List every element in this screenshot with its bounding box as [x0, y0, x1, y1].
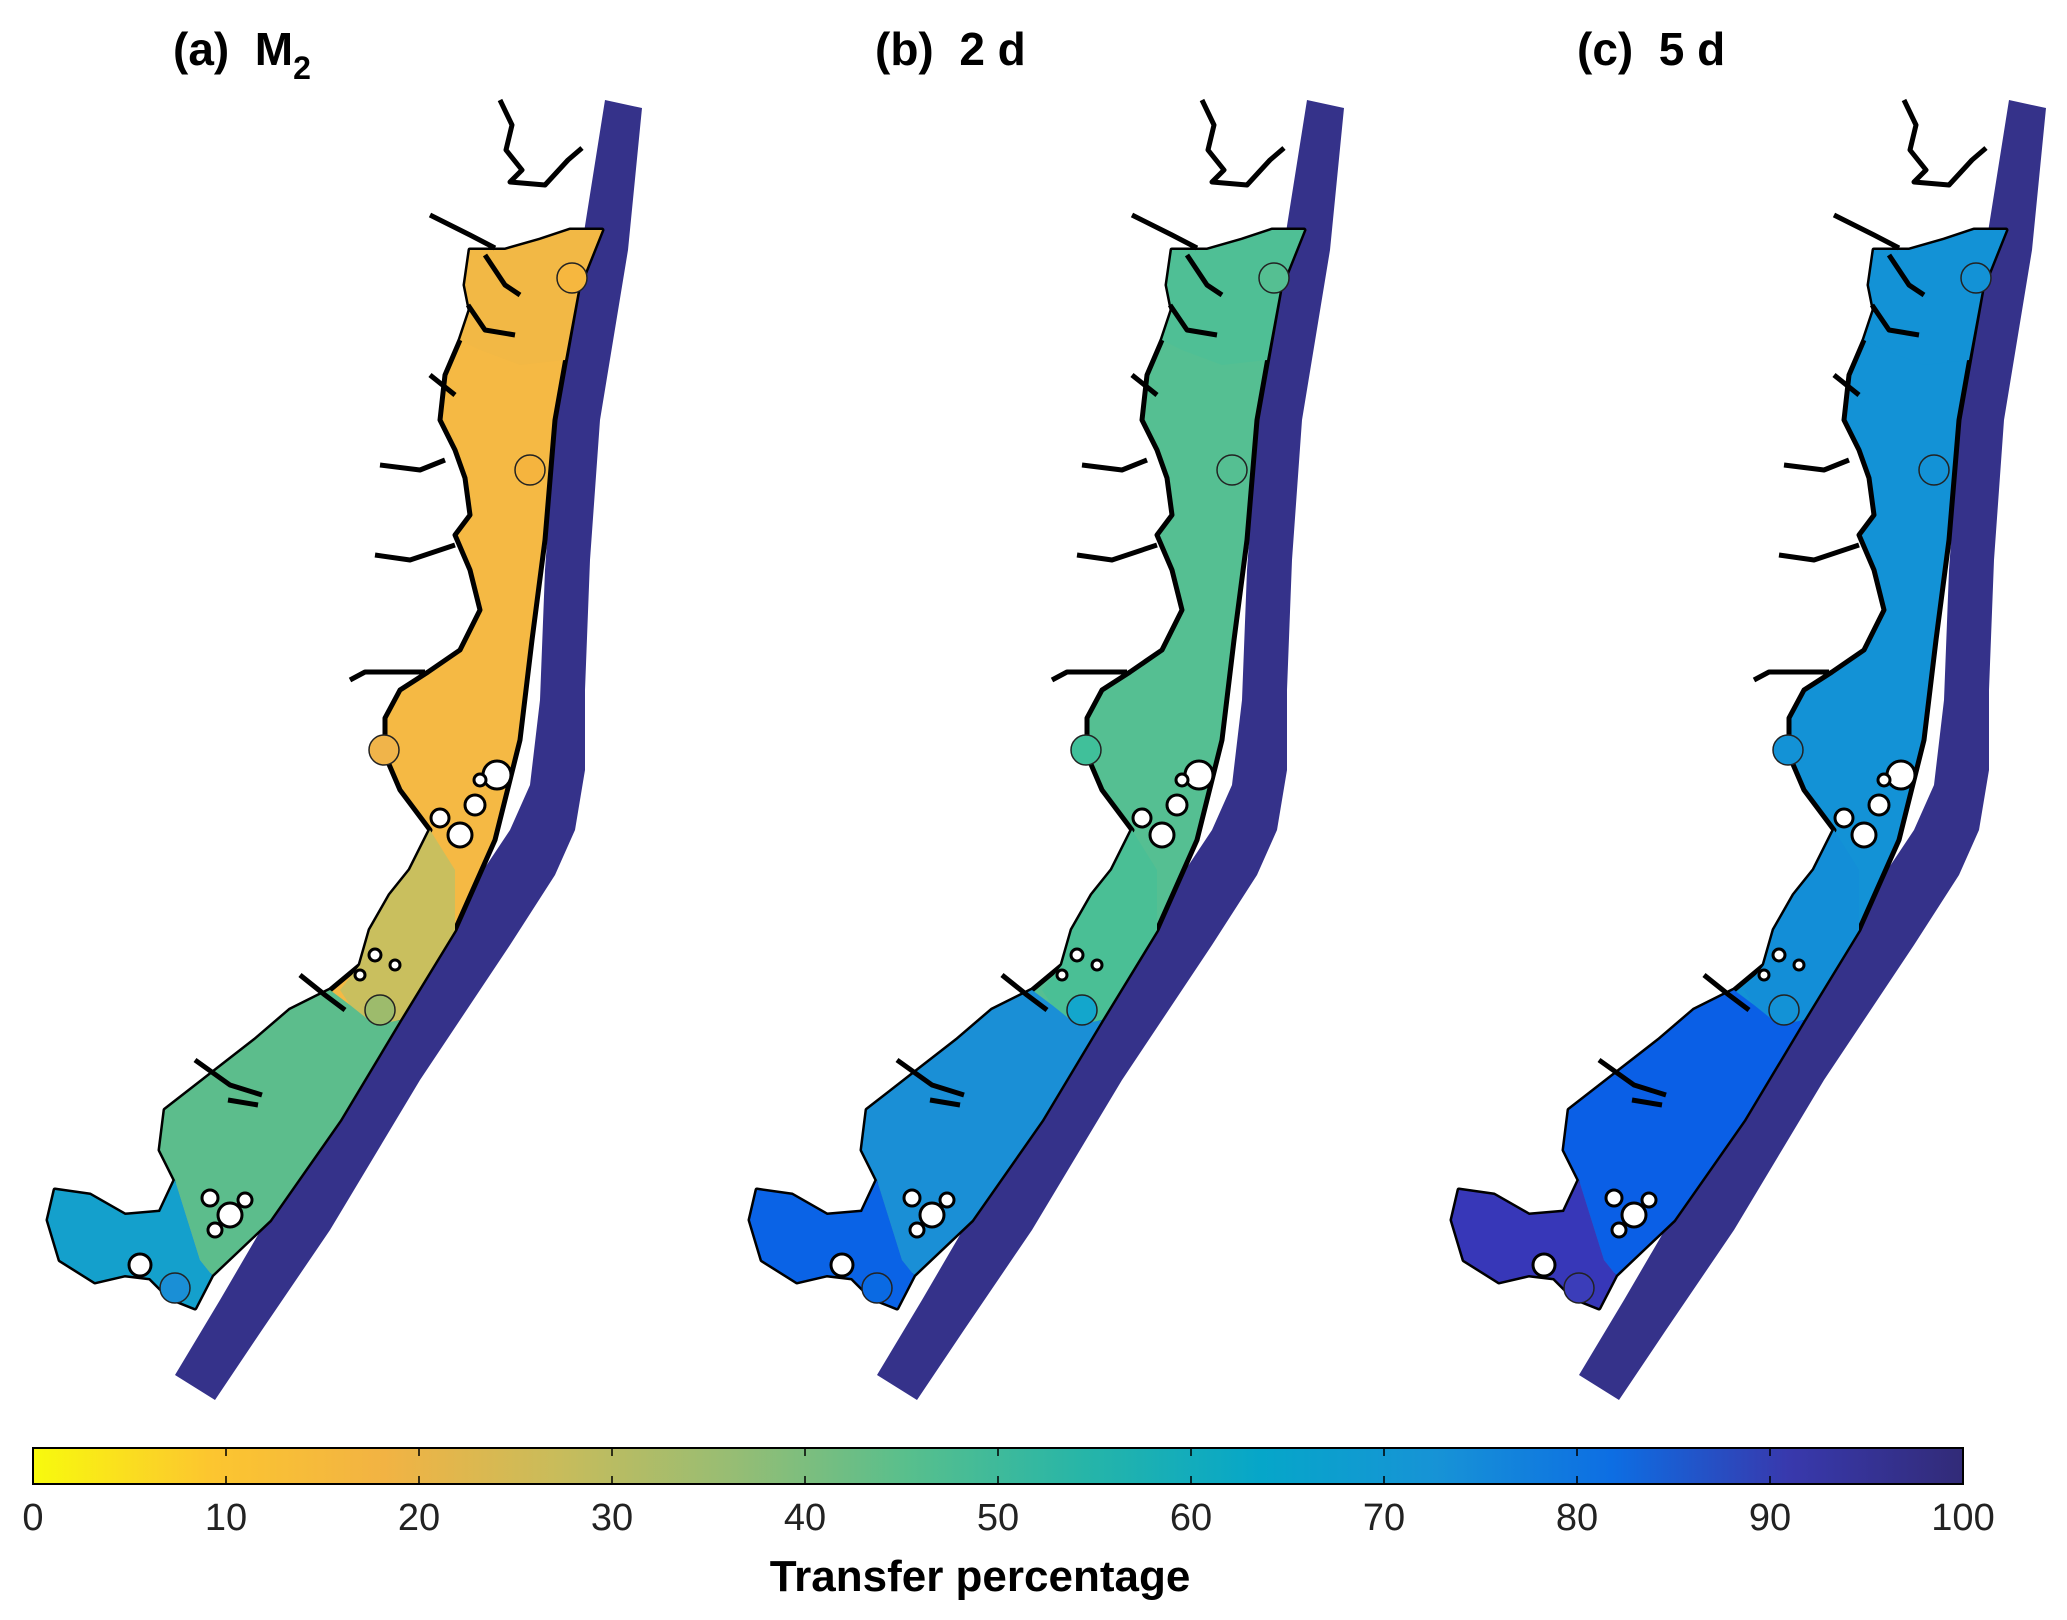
colorbar-tick-label: 80 — [1555, 1497, 1599, 1539]
colorbar-tick-label: 0 — [22, 1497, 44, 1539]
panel-title-text: 2 d — [959, 23, 1026, 75]
station-marker — [1258, 262, 1290, 294]
station-marker — [556, 262, 588, 294]
station-marker — [1216, 454, 1248, 486]
station-marker — [1918, 454, 1950, 486]
colorbar-tick-label: 60 — [1169, 1497, 1213, 1539]
panel-title-text: M — [254, 23, 294, 75]
station-marker — [1563, 1272, 1595, 1304]
station-marker — [1772, 734, 1804, 766]
colorbar-tick-label: 20 — [397, 1497, 441, 1539]
colorbar-tick-label: 50 — [976, 1497, 1020, 1539]
colorbar-tick-label: 100 — [1931, 1497, 1995, 1539]
panel-label: (a) — [173, 23, 230, 75]
colorbar-tick-label: 10 — [204, 1497, 248, 1539]
station-marker — [861, 1272, 893, 1304]
station-marker — [368, 734, 400, 766]
map-panel — [750, 100, 1344, 1400]
colorbar-tick-label: 90 — [1748, 1497, 1792, 1539]
map-panel — [48, 100, 642, 1400]
colorbar-title: Transfer percentage — [769, 1552, 1191, 1601]
colorbar-ticks — [32, 1448, 1964, 1484]
panel-title-text: 5 d — [1658, 23, 1726, 75]
station-marker — [1070, 734, 1102, 766]
station-marker — [1960, 262, 1992, 294]
station-marker — [514, 454, 546, 486]
panel-title-a: (a) M2 — [173, 22, 311, 87]
station-marker — [364, 994, 396, 1026]
colorbar-tick-label: 30 — [590, 1497, 634, 1539]
panel-title-b: (b) 2 d — [875, 22, 1026, 76]
panel-label: (b) — [875, 23, 934, 75]
colorbar-tick-label: 40 — [783, 1497, 827, 1539]
colorbar-tick-label: 70 — [1362, 1497, 1406, 1539]
station-marker — [1066, 994, 1098, 1026]
station-marker — [1768, 994, 1800, 1026]
map-panel — [1452, 100, 2046, 1400]
panel-title-c: (c) 5 d — [1577, 22, 1725, 76]
panel-label: (c) — [1577, 23, 1634, 75]
station-marker — [159, 1272, 191, 1304]
panel-title-subscript: 2 — [293, 50, 311, 86]
